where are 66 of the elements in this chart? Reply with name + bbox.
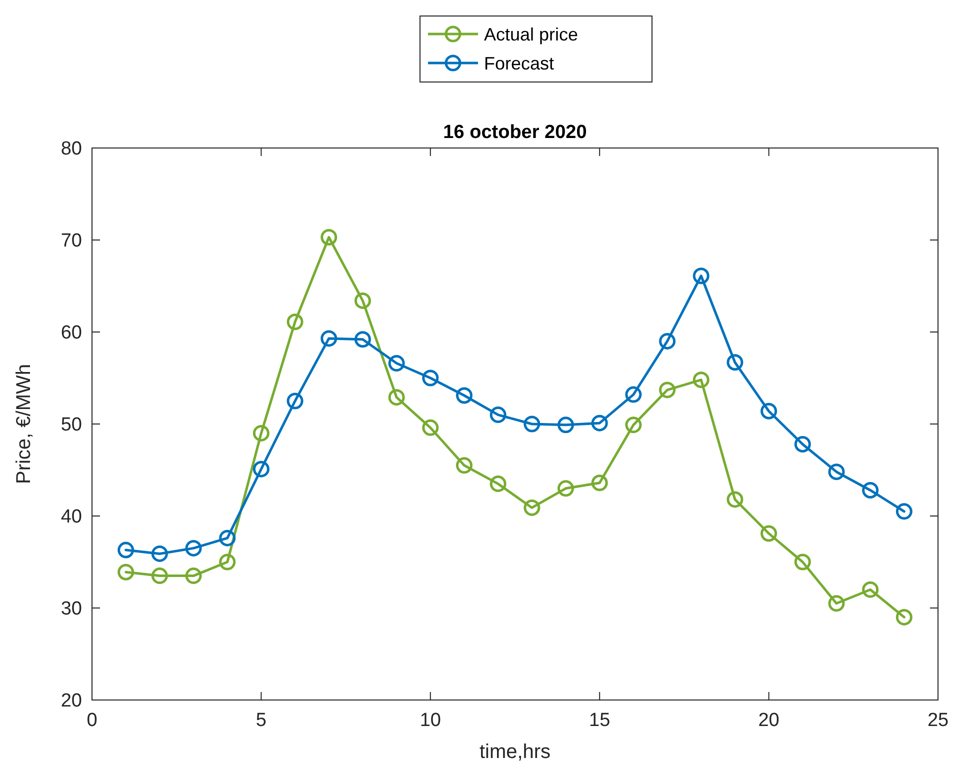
point [252,424,270,442]
legend-label: Actual price [484,24,578,44]
point [456,457,472,474]
point [490,406,506,424]
point [558,480,574,497]
point [659,382,676,398]
point [591,414,608,432]
point [286,392,304,410]
point [456,387,472,404]
point [388,389,405,406]
y-axis-title: Price, €/MWh [13,364,35,484]
point [422,419,439,436]
y-tick-label: 20 [60,690,82,712]
point [185,540,202,556]
point [422,370,439,386]
point [625,416,642,434]
point [659,332,676,350]
point [185,568,202,584]
point [828,464,845,480]
point [524,499,540,516]
point [794,436,811,452]
chart-title: 16 october 2020 [443,122,587,143]
point [726,354,744,371]
point [151,545,168,562]
y-tick-label: 50 [60,414,82,436]
point [760,525,778,542]
legend-label: Forecast [484,53,554,74]
point [726,491,744,508]
point [591,474,608,492]
x-tick-label: 10 [420,710,441,731]
point [862,482,879,498]
point [252,460,270,478]
x-tick-label: 25 [927,710,949,731]
x-tick-label: 20 [758,710,780,731]
point [524,416,540,432]
point [219,554,236,570]
point [490,476,506,492]
point [286,314,304,330]
point [354,331,371,348]
point [320,228,338,246]
y-tick-label: 60 [60,322,82,344]
y-tick-label: 80 [60,138,82,160]
point [118,542,134,558]
x-tick-label: 5 [256,710,266,731]
point [794,554,811,570]
point [388,355,405,372]
y-tick-label: 40 [60,506,82,528]
point [118,564,134,580]
point [151,568,168,584]
point [896,503,912,520]
point [692,372,710,388]
point [828,595,845,612]
x-tick-label: 15 [589,710,610,731]
point [692,268,710,284]
x-tick-label: 0 [86,710,98,731]
point [862,581,879,598]
point [354,292,371,309]
point [558,416,574,434]
y-tick-label: 70 [60,230,82,252]
point [320,330,338,347]
point [219,530,236,546]
point [760,402,778,420]
point [625,386,642,403]
x-axis-title: time,hrs [479,741,551,763]
point [896,608,912,626]
y-tick-label: 30 [60,598,82,620]
